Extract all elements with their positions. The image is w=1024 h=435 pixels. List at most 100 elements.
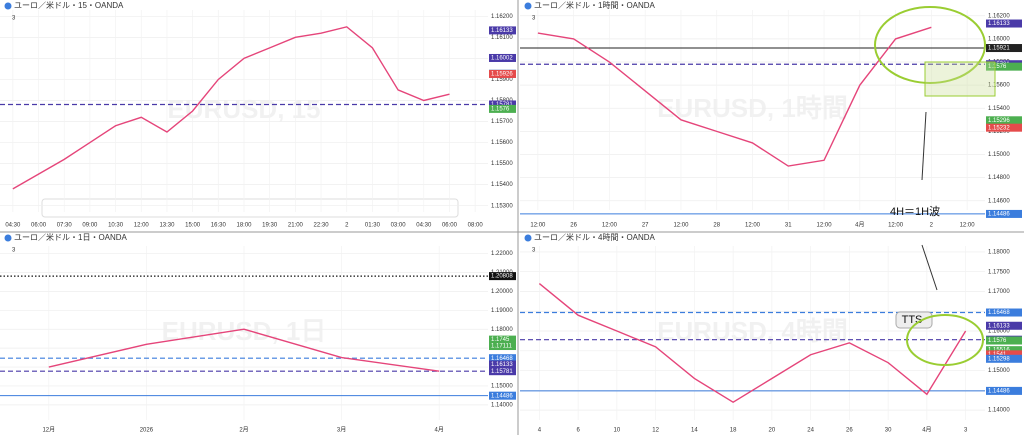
x-tick-label: 15:00 xyxy=(185,223,201,229)
price-tag xyxy=(986,350,1022,359)
price-line xyxy=(48,328,440,372)
arrow xyxy=(921,244,938,291)
price-tag xyxy=(489,354,516,363)
x-tick-label: 13:30 xyxy=(159,223,175,229)
y-tick-label: 1.15500 xyxy=(491,161,513,167)
y-tick-label: 1.15700 xyxy=(491,119,513,125)
price-tag xyxy=(489,53,516,62)
x-tick-label: 12:00 xyxy=(960,223,976,229)
x-tick-label: 26 xyxy=(846,428,853,434)
price-tag-label: 1.16133 xyxy=(988,21,1010,27)
chart-title: ユーロ／米ドル・1時間・OANDA xyxy=(534,0,656,10)
y-tick-label: 1.15900 xyxy=(491,77,513,83)
x-tick-label: 12:00 xyxy=(530,223,546,229)
price-tag xyxy=(986,386,1022,395)
price-line xyxy=(12,26,450,190)
x-tick-label: 04:30 xyxy=(5,223,21,229)
price-tag-label: 1.1576 xyxy=(491,106,510,112)
annotation-box xyxy=(895,311,933,329)
price-tag-label: 1.14486 xyxy=(988,388,1010,394)
price-tag-label: 1.15296 xyxy=(988,118,1010,124)
x-tick-label: 2 xyxy=(930,223,934,229)
y-tick-label: 1.15600 xyxy=(988,83,1010,89)
x-tick-label: 16:30 xyxy=(211,223,227,229)
price-line xyxy=(537,26,932,167)
x-tick-label: 01:30 xyxy=(365,223,381,229)
price-tag xyxy=(986,336,1022,345)
x-tick-label: 27 xyxy=(642,223,649,229)
price-tag xyxy=(489,391,516,400)
x-tick-label: 2026 xyxy=(140,428,154,434)
y-tick-label: 1.17000 xyxy=(988,289,1010,295)
x-tick-label: 18:00 xyxy=(236,223,252,229)
price-tag-label: 1.14486 xyxy=(491,393,513,399)
x-tick-label: 07:30 xyxy=(57,223,73,229)
price-tag-label: 1.16468 xyxy=(988,310,1010,316)
x-tick-label: 06:00 xyxy=(442,223,458,229)
price-tag-label: 1.15921 xyxy=(988,46,1010,52)
y-tick-label: 1.15400 xyxy=(988,106,1010,112)
price-tag-label: 1.1745 xyxy=(491,337,510,343)
y-tick-label: 1.16000 xyxy=(988,329,1010,335)
annotation: 4H＝1H波 xyxy=(890,205,940,218)
price-tag xyxy=(489,104,516,113)
y-tick-label: 1.15200 xyxy=(988,129,1010,135)
y-tick-label: 1.16200 xyxy=(491,14,513,20)
x-tick-label: 2 xyxy=(345,223,349,229)
x-tick-label: 3月 xyxy=(337,427,346,434)
price-tag-label: 1.14486 xyxy=(988,212,1010,218)
price-tag xyxy=(489,26,516,35)
x-tick-label: 2月 xyxy=(239,427,248,434)
price-tag xyxy=(489,342,516,351)
x-tick-label: 20 xyxy=(769,428,776,434)
y-tick-label: 1.14800 xyxy=(988,175,1010,181)
drawing-toolbar[interactable] xyxy=(41,198,459,218)
y-tick-label: 1.18000 xyxy=(988,250,1010,256)
x-tick-label: 10 xyxy=(614,428,621,434)
x-tick-label: 08:00 xyxy=(468,223,484,229)
x-tick-label: 12:00 xyxy=(817,223,833,229)
x-tick-label: 12:00 xyxy=(673,223,689,229)
symbol-icon xyxy=(524,2,532,10)
price-tag-label: 1.16468 xyxy=(491,356,513,362)
y-tick-label: 1.15300 xyxy=(491,203,513,209)
price-tag xyxy=(489,367,516,376)
price-tag xyxy=(986,19,1022,28)
x-tick-label: 12 xyxy=(652,428,659,434)
y-tick-label: 1.14000 xyxy=(988,408,1010,414)
y-tick-label: 1.16100 xyxy=(491,35,513,41)
y-tick-label: 1.19000 xyxy=(491,308,513,314)
y-tick-label: 1.17500 xyxy=(988,269,1010,275)
price-tag xyxy=(489,335,516,344)
price-tag-label: 1.15926 xyxy=(491,72,513,78)
x-tick-label: 19:30 xyxy=(262,223,278,229)
x-tick-label: 06:00 xyxy=(31,223,47,229)
price-tag-label: 1.16133 xyxy=(491,362,513,368)
zone xyxy=(924,61,996,97)
y-tick-label: 1.15400 xyxy=(491,182,513,188)
price-tag-label: 1.16002 xyxy=(491,56,513,62)
y-tick-label: 1.15000 xyxy=(988,152,1010,158)
price-tag-label: 1.17111 xyxy=(491,344,512,350)
price-tag xyxy=(986,62,1022,71)
price-tag xyxy=(489,100,516,109)
price-tag xyxy=(986,354,1022,363)
price-tag-label: 1.15232 xyxy=(988,125,1010,131)
y-tick-label: 1.15000 xyxy=(988,368,1010,374)
price-tag xyxy=(986,116,1022,125)
x-tick-label: 30 xyxy=(885,428,892,434)
x-tick-label: 21:00 xyxy=(288,223,304,229)
price-tag xyxy=(489,69,516,78)
price-tag-label: 1.1576 xyxy=(988,338,1007,344)
price-tag xyxy=(489,360,516,369)
x-tick-label: 12月 xyxy=(42,427,55,434)
y-tick-label: 1.15000 xyxy=(491,384,513,390)
x-tick-label: 24 xyxy=(807,428,814,434)
highlight-ellipse xyxy=(906,314,984,366)
x-tick-label: 22:30 xyxy=(314,223,330,229)
highlight-ellipse xyxy=(874,6,986,84)
x-tick-label: 6 xyxy=(576,428,580,434)
x-tick-label: 26 xyxy=(570,223,577,229)
price-tag xyxy=(986,44,1022,53)
